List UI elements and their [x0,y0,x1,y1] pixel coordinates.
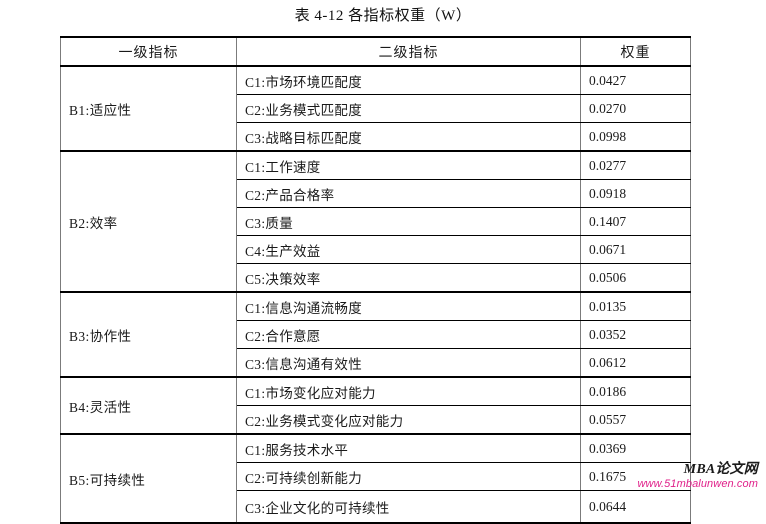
primary-indicator-cell: B1:适应性 [60,65,237,152]
table-row: C3:质量 0.1407 [61,207,691,236]
column-header-weight: 权重 [580,36,691,67]
secondary-indicator-cell: C2:产品合格率 [236,179,581,208]
table-header-row: 一级指标 二级指标 权重 [60,36,691,67]
table-row: C4:生产效益 0.0671 [61,235,691,264]
table-body: B1:适应性 C1:市场环境匹配度 0.0427 C2:业务模式匹配度 0.0270 C3… [60,65,691,524]
weight-value-cell: 0.1675 [580,462,691,491]
secondary-indicator-cell: C5:决策效率 [236,263,581,293]
table-caption: 表 4-12 各指标权重（W） [294,8,472,24]
document-page: 表 4-12 各指标权重（W） 一级指标 二级指标 权重 B1:适应性 C1:市场… [60,8,758,524]
secondary-indicator-cell: C3:战略目标匹配度 [236,122,581,152]
secondary-indicator-cell: C3:信息沟通有效性 [236,348,581,378]
weight-value-cell: 0.1407 [580,207,691,236]
weight-value-cell: 0.0369 [580,433,691,463]
weight-value-cell: 0.0918 [580,179,691,208]
table-row: C2:产品合格率 0.0918 [61,179,691,208]
primary-indicator-cell: B4:灵活性 [60,376,237,435]
weight-value-cell: 0.0644 [580,490,691,524]
table-row: C2:业务模式变化应对能力 0.0557 [61,405,691,435]
weight-value-cell: 0.0506 [580,263,691,293]
primary-indicator-cell: B3:协作性 [60,291,237,378]
secondary-indicator-cell: C2:合作意愿 [236,320,581,349]
secondary-indicator-cell: C2:可持续创新能力 [236,462,581,491]
weight-value-cell: 0.0671 [580,235,691,264]
table-row: C5:决策效率 0.0506 [61,263,691,293]
secondary-indicator-cell: C1:市场变化应对能力 [236,376,581,406]
weight-value-cell: 0.0557 [580,405,691,435]
weight-value-cell: 0.0270 [580,94,691,123]
table-row: B5:可持续性 C1:服务技术水平 0.0369 [60,433,691,524]
secondary-indicator-cell: C3:企业文化的可持续性 [236,490,581,524]
table-row: C2:业务模式匹配度 0.0270 [61,94,691,123]
secondary-indicator-cell: C1:市场环境匹配度 [236,65,581,95]
table-row: B2:效率 C1:工作速度 0.0277 [60,150,691,293]
column-header-secondary-indicator: 二级指标 [236,36,581,67]
weight-value-cell: 0.0186 [580,376,691,406]
secondary-indicator-cell: C1:工作速度 [236,150,581,180]
weight-value-cell: 0.0612 [580,348,691,378]
table-header: 一级指标 二级指标 权重 [60,36,691,67]
secondary-indicator-cell: C2:业务模式匹配度 [236,94,581,123]
table-row: B3:协作性 C1:信息沟通流畅度 0.0135 [60,291,691,378]
secondary-indicator-cell: C4:生产效益 [236,235,581,264]
indicator-weight-table: 一级指标 二级指标 权重 B1:适应性 C1:市场环境匹配度 0.0427 C2:业务… [60,36,691,524]
table-row: C2:合作意愿 0.0352 [61,320,691,349]
weight-value-cell: 0.0352 [580,320,691,349]
table-row: B4:灵活性 C1:市场变化应对能力 0.0186 [60,376,691,435]
secondary-indicator-cell: C1:服务技术水平 [236,433,581,463]
column-header-primary-indicator: 一级指标 [60,36,237,67]
secondary-indicator-cell: C1:信息沟通流畅度 [236,291,581,321]
weight-value-cell: 0.0135 [580,291,691,321]
weight-value-cell: 0.0998 [580,122,691,152]
primary-indicator-cell: B2:效率 [60,150,237,293]
table-row: C2:可持续创新能力 0.1675 [61,462,691,491]
secondary-indicator-cell: C2:业务模式变化应对能力 [236,405,581,435]
weight-value-cell: 0.0277 [580,150,691,180]
table-row: B1:适应性 C1:市场环境匹配度 0.0427 [60,65,691,152]
weight-value-cell: 0.0427 [580,65,691,95]
secondary-indicator-cell: C3:质量 [236,207,581,236]
primary-indicator-cell: B5:可持续性 [60,433,237,524]
table-row: C3:信息沟通有效性 0.0612 [61,348,691,378]
